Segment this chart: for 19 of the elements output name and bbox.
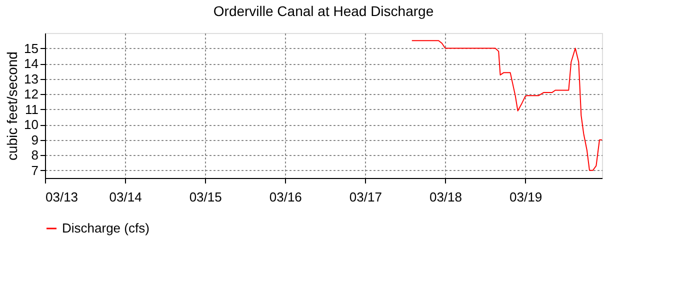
y-tick-label: 9 <box>31 132 38 148</box>
y-tick-label: 12 <box>24 86 38 102</box>
legend-label: Discharge (cfs) <box>62 220 150 236</box>
chart-title: Orderville Canal at Head Discharge <box>213 3 434 19</box>
y-tick-label: 8 <box>31 148 38 163</box>
y-axis-title: cubic feet/second <box>4 52 20 160</box>
x-tick-label: 03/16 <box>269 190 302 204</box>
x-tick-label: 03/15 <box>189 190 222 204</box>
x-tick-label: 03/14 <box>109 190 142 204</box>
x-tick-label: 03/19 <box>510 190 542 204</box>
x-tick-label: 03/13 <box>46 190 78 204</box>
x-tick-label: 03/17 <box>349 190 382 204</box>
x-tick-label: 03/18 <box>429 190 462 204</box>
y-tick-label: 14 <box>24 56 38 72</box>
y-tick-label: 13 <box>24 71 38 86</box>
y-tick-label: 10 <box>24 117 38 132</box>
y-tick-label: 11 <box>25 102 38 117</box>
y-tick-label: 7 <box>31 162 38 178</box>
y-tick-label: 15 <box>24 40 38 56</box>
